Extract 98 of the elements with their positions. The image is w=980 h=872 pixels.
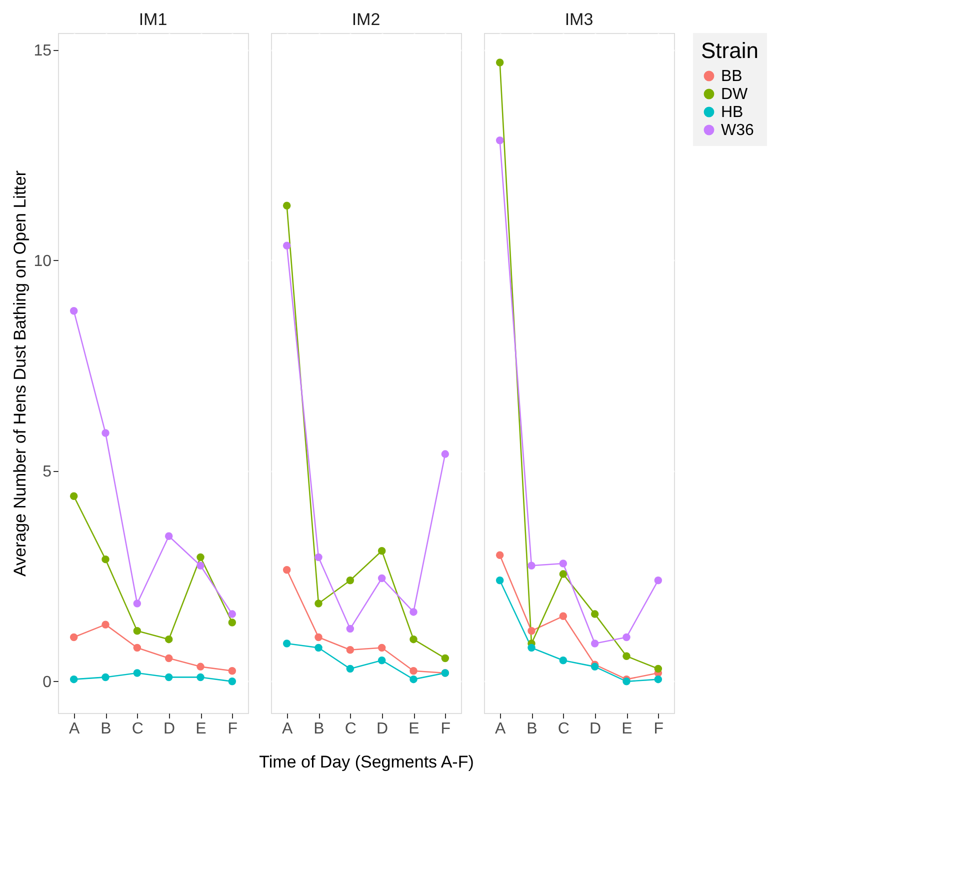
point — [378, 547, 386, 555]
point — [496, 58, 504, 66]
point — [282, 202, 291, 210]
point — [496, 576, 504, 584]
point — [228, 667, 236, 675]
x-tick-label: B — [526, 720, 538, 738]
point — [228, 678, 236, 686]
point — [102, 429, 110, 437]
point — [282, 566, 291, 574]
point — [102, 555, 110, 564]
y-axis-title: Average Number of Hens Dust Bathing on Open Litter — [10, 170, 30, 577]
x-tick-label: F — [228, 720, 238, 738]
point — [102, 620, 110, 628]
point — [410, 667, 418, 675]
point — [410, 635, 418, 644]
point — [346, 664, 354, 673]
x-tick-label: A — [494, 720, 506, 738]
x-tick-label: C — [132, 720, 144, 738]
legend-label: W36 — [721, 122, 754, 139]
point — [133, 600, 142, 608]
point — [378, 656, 386, 664]
chart-title: IM2 — [352, 10, 380, 29]
point — [622, 678, 630, 686]
point — [559, 656, 568, 664]
point — [282, 242, 291, 250]
legend-title: Strain — [701, 38, 758, 63]
point — [622, 652, 630, 660]
chart-title: IM3 — [564, 10, 594, 29]
point — [164, 635, 173, 644]
x-tick-label: E — [196, 720, 206, 738]
point — [528, 627, 536, 635]
point — [346, 624, 354, 633]
point — [528, 562, 536, 570]
point — [133, 644, 142, 652]
point — [496, 136, 504, 144]
point — [164, 532, 173, 540]
point — [590, 610, 599, 618]
point — [346, 646, 354, 654]
y-tick-label: 5 — [42, 463, 52, 480]
point — [314, 600, 322, 608]
point — [590, 662, 599, 671]
y-tick-label: 10 — [34, 252, 52, 270]
point — [378, 574, 386, 582]
x-tick-label: C — [558, 720, 570, 738]
point — [102, 673, 110, 682]
point — [196, 562, 204, 570]
point — [70, 675, 78, 684]
x-tick-label: E — [408, 720, 420, 738]
point — [70, 492, 78, 500]
point — [228, 618, 236, 626]
point — [314, 553, 322, 562]
point — [314, 633, 322, 642]
point — [496, 551, 504, 559]
point — [654, 576, 662, 584]
y-tick-label: 0 — [42, 674, 52, 691]
point — [559, 560, 568, 568]
x-tick-label: E — [622, 720, 632, 738]
x-axis-title: Time of Day (Segments A-F) — [259, 752, 474, 772]
legend-label: HB — [721, 104, 744, 121]
point — [70, 633, 78, 642]
point — [441, 450, 450, 458]
point — [378, 644, 386, 652]
point — [196, 553, 204, 562]
point — [282, 640, 291, 648]
point — [70, 307, 78, 315]
point — [196, 662, 204, 671]
point — [228, 610, 236, 618]
x-tick-label: C — [344, 720, 356, 738]
x-tick-label: B — [314, 720, 324, 738]
y-tick-label: 15 — [34, 42, 52, 60]
point — [654, 675, 662, 684]
chart-title: IM1 — [138, 10, 168, 29]
x-tick-label: F — [440, 720, 451, 738]
point — [410, 608, 418, 616]
point — [196, 673, 204, 682]
point — [622, 633, 630, 642]
x-tick-label: F — [654, 720, 664, 738]
x-tick-label: B — [100, 720, 112, 738]
x-tick-label: D — [590, 720, 602, 738]
point — [590, 640, 599, 648]
point — [314, 644, 322, 652]
x-tick-label: D — [376, 720, 388, 738]
point — [164, 673, 173, 682]
point — [654, 664, 662, 673]
legend-label: DW — [721, 86, 749, 103]
point — [133, 669, 142, 677]
point — [346, 576, 354, 584]
point — [133, 627, 142, 635]
point — [528, 644, 536, 652]
x-tick-label: D — [164, 720, 176, 738]
point — [441, 654, 450, 662]
point — [410, 675, 418, 684]
x-tick-label: A — [282, 720, 293, 738]
point — [164, 654, 173, 662]
x-tick-label: A — [68, 720, 80, 738]
point — [559, 612, 568, 620]
point — [559, 570, 568, 578]
legend-label: BB — [721, 68, 742, 85]
